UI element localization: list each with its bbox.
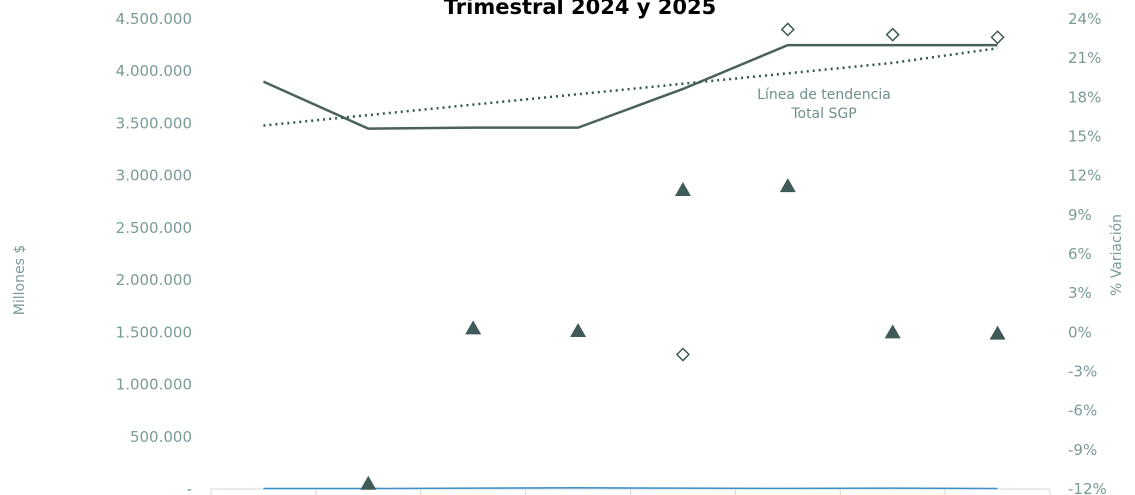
y2-tick-label: -9% (1068, 441, 1097, 459)
y2-tick-label: -3% (1068, 363, 1097, 381)
series-2-line (263, 486, 998, 490)
chart-title: Trimestral 2024 y 2025 (444, 0, 716, 19)
triangle-point (360, 475, 377, 490)
y2-tick-label: 18% (1068, 88, 1101, 106)
y2-tick-label: 21% (1068, 49, 1101, 67)
diamond-point (885, 27, 900, 42)
y-tick-label: 4.500.000 (116, 10, 192, 28)
triangle-point (779, 178, 796, 193)
y2-tick-label: 24% (1068, 10, 1101, 28)
y2-tick-label: -6% (1068, 402, 1097, 420)
triangle-point (884, 324, 901, 339)
series-0-line (262, 43, 998, 130)
diamond-point (990, 30, 1005, 45)
y-tick-label: 4.000.000 (116, 62, 192, 80)
triangle-point (989, 325, 1006, 340)
diamond-point (780, 22, 795, 37)
y-tick-label: 3.500.000 (116, 114, 192, 132)
y-tick-label: 1.500.000 (116, 323, 192, 341)
y-tick-label: 2.000.000 (116, 271, 192, 289)
y-tick-label: 1.000.000 (116, 376, 192, 394)
diamond-point (675, 347, 690, 362)
triangle-point (570, 323, 587, 338)
trendline-annotation-line1: Línea de tendencia (757, 87, 891, 103)
triangle-point (465, 320, 482, 335)
y2-tick-label: 9% (1068, 206, 1092, 224)
y2-axis-title: % Variación (1109, 214, 1125, 296)
y2-tick-label: 0% (1068, 323, 1092, 341)
y-tick-label: 3.000.000 (116, 167, 192, 185)
y2-tick-label: 15% (1068, 128, 1101, 146)
trendline-annotation-line2: Total SGP (790, 106, 856, 122)
y2-tick-label: 12% (1068, 167, 1101, 185)
y-tick-label: 500.000 (130, 428, 192, 446)
y2-tick-label: 6% (1068, 245, 1092, 263)
triangle-point (674, 182, 691, 197)
y-tick-label: - (187, 480, 192, 495)
y-tick-label: 2.500.000 (116, 219, 192, 237)
y2-tick-label: -12% (1068, 480, 1107, 495)
y2-tick-label: 3% (1068, 284, 1092, 302)
y-axis-title: Millones $ (12, 245, 28, 315)
